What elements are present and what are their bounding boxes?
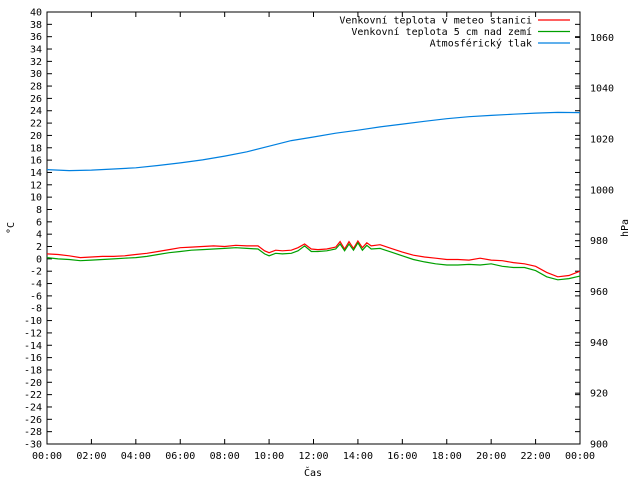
y-left-tick-label: 38 xyxy=(30,20,42,31)
legend-label: Venkovní teplota v meteo stanici xyxy=(339,15,532,27)
y-left-tick-label: 14 xyxy=(30,168,42,179)
y-left-tick-label: -10 xyxy=(24,316,42,327)
y-left-tick-label: -24 xyxy=(24,402,42,413)
y-right-tick-label: 980 xyxy=(590,236,608,247)
y-left-tick-label: 4 xyxy=(36,230,42,241)
x-tick-label: 04:00 xyxy=(121,451,151,462)
x-axis-label: Čas xyxy=(304,466,322,479)
x-tick-label: 12:00 xyxy=(298,451,328,462)
y-right-tick-label: 1040 xyxy=(590,84,614,95)
y-left-tick-label: 22 xyxy=(30,119,42,130)
y-left-tick-label: -16 xyxy=(24,353,42,364)
y-left-tick-label: 28 xyxy=(30,82,42,93)
x-tick-label: 16:00 xyxy=(387,451,417,462)
y-left-tick-label: 32 xyxy=(30,57,42,68)
x-axis: 00:00 02:00 04:00 06:00 08:00 10:00 12:00 14:00… xyxy=(32,12,595,462)
y-right-tick-label: 1060 xyxy=(590,33,614,44)
y-left-tick-label: -14 xyxy=(24,341,42,352)
y-left-tick-label: -28 xyxy=(24,427,42,438)
series-line xyxy=(46,239,581,278)
y-right-tick-label: 1020 xyxy=(590,135,614,146)
y-left-tick-label: 24 xyxy=(30,106,42,117)
y-left-tick-label: 2 xyxy=(36,242,42,253)
y-left-tick-label: 26 xyxy=(30,94,42,105)
y-left-tick-label: 16 xyxy=(30,156,42,167)
y-left-tick-label: 10 xyxy=(30,193,42,204)
legend-label: Venkovní teplota 5 cm nad zemí xyxy=(351,26,532,38)
y-left-tick-label: 8 xyxy=(36,205,42,216)
plot-frame xyxy=(46,11,581,445)
y-left-tick-label: -20 xyxy=(24,378,42,389)
y-left-tick-label: -8 xyxy=(30,304,42,315)
y-left-tick-label: 20 xyxy=(30,131,42,142)
y-left-tick-label: 12 xyxy=(30,180,42,191)
x-tick-label: 02:00 xyxy=(76,451,106,462)
x-tick-label: 20:00 xyxy=(476,451,506,462)
y-axis-left-label: °C xyxy=(6,222,17,234)
x-tick-label: 10:00 xyxy=(254,451,284,462)
y-right-tick-label: 920 xyxy=(590,389,608,400)
y-right-tick-label: 940 xyxy=(590,338,608,349)
y-right-tick-label: 900 xyxy=(590,440,608,451)
series-line xyxy=(46,111,581,172)
y-left-tick-label: 40 xyxy=(30,8,42,19)
right-axis: 1060 1040 1020 1000 980 960 940 920 900 xyxy=(575,33,614,451)
y-left-tick-label: -4 xyxy=(30,279,42,290)
y-left-tick-label: 36 xyxy=(30,32,42,43)
y-left-tick-label: -2 xyxy=(30,267,42,278)
y-left-tick-label: 0 xyxy=(36,254,42,265)
y-left-tick-label: -6 xyxy=(30,291,42,302)
y-right-tick-label: 960 xyxy=(590,287,608,298)
x-tick-label: 14:00 xyxy=(343,451,373,462)
left-axis: 4038363432302826242220181614121086420-2-… xyxy=(24,8,580,451)
y-left-tick-label: 6 xyxy=(36,217,42,228)
x-tick-label: 18:00 xyxy=(432,451,462,462)
y-left-tick-label: 30 xyxy=(30,69,42,80)
y-left-tick-label: 34 xyxy=(30,45,42,56)
y-left-tick-label: -12 xyxy=(24,328,42,339)
y-left-tick-label: -18 xyxy=(24,365,42,376)
series-lines xyxy=(46,111,581,281)
x-tick-label: 06:00 xyxy=(165,451,195,462)
x-tick-label: 08:00 xyxy=(210,451,240,462)
x-tick-label: 00:00 xyxy=(565,451,595,462)
y-left-tick-label: 18 xyxy=(30,143,42,154)
legend-label: Atmosférický tlak xyxy=(430,38,532,50)
series-line xyxy=(46,241,581,281)
y-right-tick-label: 1000 xyxy=(590,185,614,196)
legend: Venkovní teplota v meteo staniciVenkovní… xyxy=(339,15,570,50)
y-left-tick-label: -30 xyxy=(24,440,42,451)
y-left-tick-label: -26 xyxy=(24,415,42,426)
y-axis-right-label: hPa xyxy=(620,219,631,237)
y-left-tick-label: -22 xyxy=(24,390,42,401)
x-tick-label: 00:00 xyxy=(32,451,62,462)
x-tick-label: 22:00 xyxy=(521,451,551,462)
